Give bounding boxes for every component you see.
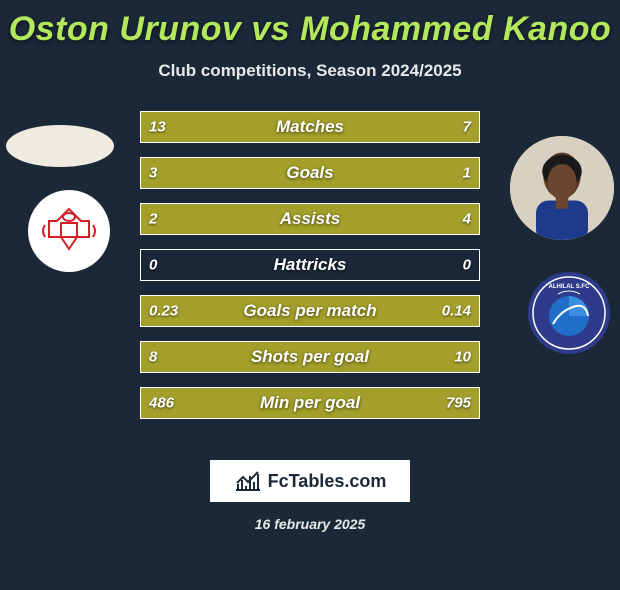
stat-right-value: 795 xyxy=(446,395,471,412)
stat-left-value: 486 xyxy=(149,395,174,412)
bar-left xyxy=(141,112,361,142)
bar-right xyxy=(290,342,479,372)
player1-club-badge xyxy=(28,190,110,272)
stat-row: 31Goals xyxy=(140,157,480,189)
player2-avatar xyxy=(510,136,614,240)
stat-right-value: 10 xyxy=(454,349,471,366)
bars-container: 137Matches31Goals24Assists00Hattricks0.2… xyxy=(140,111,480,433)
date-text: 16 february 2025 xyxy=(0,516,620,532)
stat-left-value: 13 xyxy=(149,119,166,136)
stat-left-value: 0.23 xyxy=(149,303,178,320)
stat-right-value: 0.14 xyxy=(442,303,471,320)
watermark-text: FcTables.com xyxy=(268,471,387,492)
watermark-icon xyxy=(234,470,262,492)
player2-name: Mohammed Kanoo xyxy=(300,10,611,48)
subtitle: Club competitions, Season 2024/2025 xyxy=(0,61,620,81)
stat-left-value: 8 xyxy=(149,349,157,366)
stat-row: 137Matches xyxy=(140,111,480,143)
stat-left-value: 3 xyxy=(149,165,157,182)
bar-left xyxy=(141,158,395,188)
bar-left xyxy=(141,342,290,372)
stat-left-value: 0 xyxy=(149,257,157,274)
stat-label: Hattricks xyxy=(141,255,479,275)
stat-right-value: 1 xyxy=(463,165,471,182)
svg-text:ALHILAL S.FC: ALHILAL S.FC xyxy=(549,284,591,290)
vs-text: vs xyxy=(251,10,300,48)
bar-right xyxy=(253,204,479,234)
stat-right-value: 0 xyxy=(463,257,471,274)
stat-left-value: 2 xyxy=(149,211,157,228)
stat-right-value: 7 xyxy=(463,119,471,136)
player2-club-badge: ALHILAL S.FC xyxy=(528,272,610,354)
stat-row: 24Assists xyxy=(140,203,480,235)
stat-right-value: 4 xyxy=(463,211,471,228)
comparison-title: Oston Urunov vs Mohammed Kanoo xyxy=(0,10,620,49)
stat-row: 0 0Hattricks xyxy=(140,249,480,281)
player1-avatar xyxy=(6,125,114,167)
bar-right xyxy=(361,112,479,142)
bar-left xyxy=(141,204,253,234)
player1-name: Oston Urunov xyxy=(9,10,242,48)
stat-row: 0.230.14Goals per match xyxy=(140,295,480,327)
stat-row: 486795Min per goal xyxy=(140,387,480,419)
stat-row: 810Shots per goal xyxy=(140,341,480,373)
watermark: FcTables.com xyxy=(210,460,410,502)
